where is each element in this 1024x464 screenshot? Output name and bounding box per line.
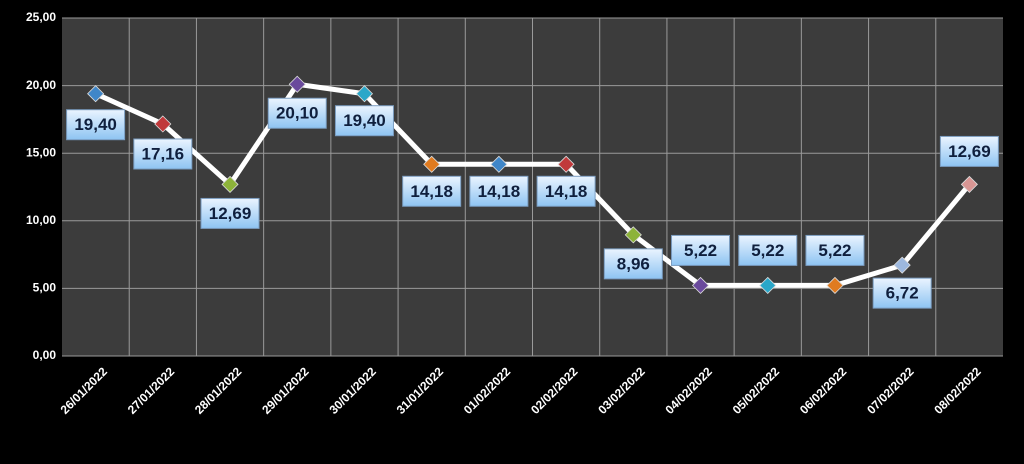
data-label-box bbox=[671, 234, 731, 266]
marker bbox=[221, 175, 239, 193]
data-label-box bbox=[738, 234, 798, 266]
data-label: 14,18 bbox=[545, 182, 588, 201]
marker bbox=[624, 226, 642, 244]
data-label: 5,22 bbox=[684, 241, 717, 260]
data-label: 5,22 bbox=[751, 241, 784, 260]
marker bbox=[557, 155, 575, 173]
data-label-box bbox=[200, 197, 260, 229]
y-tick-label: 5,00 bbox=[33, 281, 57, 295]
marker bbox=[154, 115, 172, 133]
marker bbox=[490, 155, 508, 173]
data-line bbox=[94, 81, 972, 288]
data-label-box bbox=[603, 248, 663, 280]
data-label-box bbox=[939, 135, 999, 167]
data-label: 12,69 bbox=[209, 204, 252, 223]
data-label: 17,16 bbox=[142, 144, 185, 163]
data-label-box bbox=[402, 175, 462, 207]
data-label: 12,69 bbox=[948, 142, 991, 161]
marker bbox=[288, 75, 306, 93]
marker bbox=[355, 85, 374, 103]
marker bbox=[759, 276, 777, 294]
data-label: 19,40 bbox=[74, 115, 117, 134]
data-label-box bbox=[133, 138, 193, 170]
data-label-box bbox=[334, 105, 394, 137]
marker bbox=[691, 276, 710, 294]
marker bbox=[893, 256, 911, 274]
y-tick-label: 10,00 bbox=[26, 213, 56, 227]
marker bbox=[826, 276, 844, 294]
marker bbox=[87, 85, 105, 103]
data-label-box bbox=[469, 175, 529, 207]
data-label: 6,72 bbox=[886, 284, 919, 303]
data-label-box bbox=[267, 97, 327, 129]
data-label: 14,18 bbox=[410, 182, 453, 201]
data-label: 20,10 bbox=[276, 104, 319, 123]
y-tick-label: 15,00 bbox=[26, 145, 56, 159]
y-tick-label: 0,00 bbox=[33, 348, 57, 362]
data-label: 8,96 bbox=[617, 254, 650, 273]
marker bbox=[960, 175, 978, 193]
y-tick-label: 25,00 bbox=[26, 10, 56, 24]
data-label-box bbox=[872, 277, 932, 309]
data-label: 14,18 bbox=[478, 182, 521, 201]
marker bbox=[423, 155, 441, 173]
data-label-box bbox=[805, 234, 865, 266]
data-label: 19,40 bbox=[343, 111, 386, 130]
data-label-box bbox=[536, 175, 596, 207]
data-label: 5,22 bbox=[818, 241, 851, 260]
data-label-box bbox=[66, 109, 126, 141]
y-tick-label: 20,00 bbox=[26, 78, 56, 92]
